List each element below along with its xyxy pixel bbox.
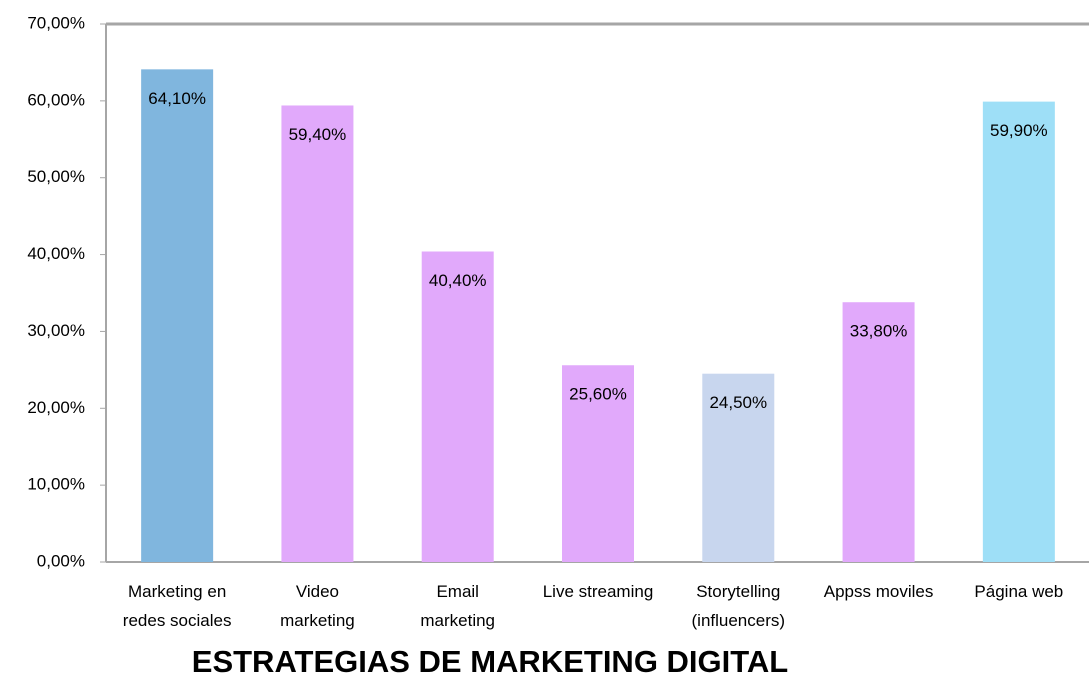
bar	[562, 365, 634, 562]
bar	[842, 302, 915, 562]
data-label: 24,50%	[709, 393, 767, 412]
x-tick-label: Email marketing	[420, 582, 496, 630]
chart-title: ESTRATEGIAS DE MARKETING DIGITAL	[192, 644, 788, 679]
y-tick-label: 50,00%	[27, 167, 85, 186]
bar	[702, 373, 775, 562]
data-label: 33,80%	[850, 322, 908, 341]
bar	[281, 105, 354, 563]
x-tick-label: Appss moviles	[823, 582, 934, 601]
data-label: 59,90%	[990, 121, 1048, 140]
data-label: 40,40%	[429, 271, 487, 290]
y-tick-label: 70,00%	[27, 13, 85, 32]
x-tick-label: Storytelling (influencers)	[691, 582, 786, 630]
y-tick-label: 20,00%	[27, 398, 85, 417]
y-tick-label: 30,00%	[27, 321, 85, 340]
y-tick-label: 10,00%	[27, 475, 85, 494]
x-tick-label: Marketing en redes sociales	[122, 582, 232, 630]
y-tick-label: 40,00%	[27, 244, 85, 263]
x-tick-label: Live streaming	[542, 582, 654, 601]
bar	[421, 251, 494, 563]
x-tick-label: Video marketing	[280, 582, 355, 630]
y-tick-label: 0,00%	[37, 551, 85, 570]
data-label: 64,10%	[148, 89, 206, 108]
bar	[141, 69, 214, 563]
bar	[982, 101, 1055, 562]
data-label: 59,40%	[289, 125, 347, 144]
x-tick-label: Página web	[974, 582, 1064, 601]
data-label: 25,60%	[569, 385, 627, 404]
y-tick-label: 60,00%	[27, 90, 85, 109]
